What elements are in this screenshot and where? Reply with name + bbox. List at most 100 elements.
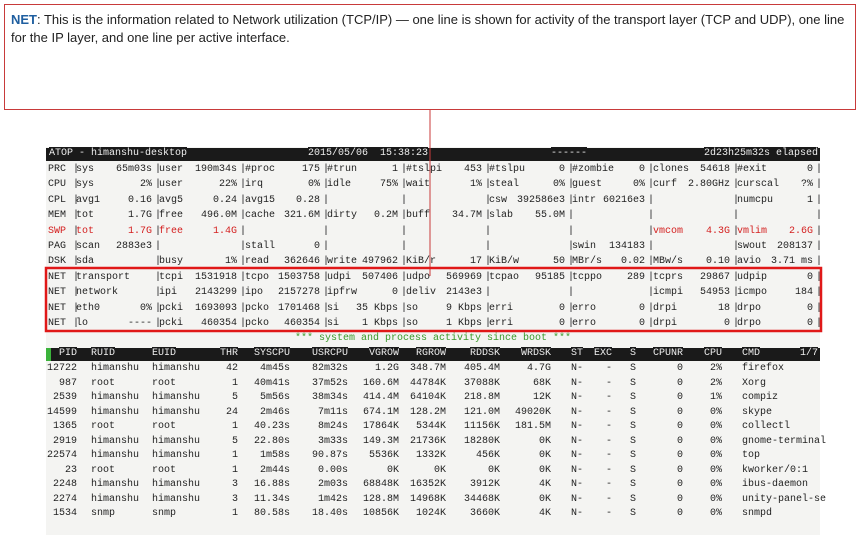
proc-cell: 37m52s [311, 377, 348, 389]
cell-value: 0 [638, 302, 645, 314]
proc-cell: 121.0M [463, 406, 500, 418]
proc-cell: N- [571, 464, 584, 476]
proc-cell: 4.7G [526, 363, 551, 374]
cell-key: numcpu [737, 194, 774, 206]
sep: | [733, 210, 740, 222]
sep: | [240, 225, 247, 237]
row-label: NET [48, 302, 67, 314]
sep: | [733, 225, 740, 237]
cell-value: 0 [391, 287, 398, 299]
proc-cell: 14599 [46, 406, 77, 418]
proc-cell: - [605, 493, 612, 505]
sep: | [323, 241, 330, 252]
cell-value: 0 [638, 318, 645, 329]
cell-key: #zombie [572, 164, 615, 175]
cell-value: 65m03s [115, 164, 152, 175]
cell-value: 0.16 [127, 194, 152, 206]
proc-cell: 3660K [469, 508, 500, 519]
proc-cell: 3 [231, 493, 238, 505]
proc-cell: 0K [538, 493, 551, 505]
proc-cell: 37088K [463, 377, 500, 389]
cell-key: ipfrw [327, 287, 358, 299]
proc-cell: 0 [676, 479, 683, 490]
column-header: S [630, 347, 637, 361]
proc-cell: N- [571, 406, 584, 418]
proc-cell: 18280K [463, 435, 500, 447]
cell-value: 60216e3 [602, 194, 645, 206]
cell-key: wait [406, 179, 431, 191]
row-label: SWP [48, 225, 67, 237]
cell-key: tot [76, 210, 95, 222]
proc-cell: 24 [225, 406, 238, 418]
proc-cell: 3 [231, 479, 238, 490]
proc-cell: 44784K [409, 377, 446, 389]
proc-cell: 1534 [52, 508, 77, 519]
cell-value: 0 [806, 318, 813, 329]
cell-value: 1531918 [194, 271, 237, 283]
sep: | [568, 225, 575, 237]
proc-cell: 14968K [409, 493, 446, 505]
proc-cell: S [630, 421, 637, 432]
sep: | [816, 256, 823, 268]
proc-cell: 22.80s [253, 435, 290, 447]
cell-key: udpo [406, 271, 431, 283]
proc-cell: - [605, 435, 612, 447]
cell-key: swin [572, 241, 597, 252]
cell-key: write [327, 256, 358, 268]
proc-cell: 405.4M [463, 363, 500, 374]
proc-cell: skype [742, 406, 773, 418]
cell-value: 1 Kbps [445, 318, 482, 329]
sep: | [816, 179, 823, 191]
proc-cell: himanshu [91, 392, 140, 403]
cell-key: steal [489, 179, 520, 191]
sep: | [73, 210, 80, 222]
cell-value: 1693093 [194, 302, 237, 314]
proc-cell: S [630, 450, 637, 461]
column-header: PID [58, 347, 77, 361]
proc-cell: 348.7M [409, 363, 446, 374]
proc-cell: 1365 [52, 421, 77, 432]
cell-key: vmlim [737, 225, 768, 237]
proc-cell: N- [571, 450, 584, 461]
sep: | [155, 164, 162, 175]
cell-key: guest [572, 179, 603, 191]
sep: | [240, 210, 247, 222]
cell-value: 4.3G [705, 225, 730, 237]
proc-cell: 42 [225, 363, 238, 374]
proc-cell: 3m33s [317, 435, 348, 447]
proc-cell: 0% [709, 450, 722, 461]
cell-key: buff [406, 210, 431, 222]
cell-key: clones [653, 164, 690, 175]
callout-term: NET [11, 12, 37, 27]
proc-cell: firefox [742, 363, 785, 374]
cell-value: 54618 [699, 164, 730, 175]
proc-cell: S [630, 392, 637, 403]
row-label: PAG [48, 241, 67, 252]
sep: | [323, 225, 330, 237]
sep: | [240, 241, 247, 252]
row-label: MEM [48, 210, 67, 222]
cell-value: 0.2M [373, 210, 398, 222]
column-header: CPU [703, 347, 722, 361]
sep: | [323, 256, 330, 268]
proc-cell: - [605, 508, 612, 519]
cell-key: KiB/r [406, 256, 437, 268]
proc-cell: 68848K [362, 479, 399, 490]
elapsed: 2d23h25m32s elapsed [703, 147, 818, 161]
proc-cell: 12722 [46, 363, 77, 374]
sep: | [733, 164, 740, 175]
proc-cell: himanshu [152, 479, 201, 490]
cell-value: 190m34s [194, 164, 237, 175]
proc-cell: 0 [676, 377, 683, 389]
cell-key: tcppo [572, 271, 603, 283]
column-header: RUID [91, 347, 116, 361]
sep: | [568, 210, 575, 222]
sep: | [401, 179, 408, 191]
cell-value: 1701468 [277, 302, 320, 314]
cell-value: 34.7M [451, 210, 482, 222]
proc-cell: 181.5M [514, 421, 551, 432]
cell-key: si [327, 302, 340, 314]
proc-cell: N- [571, 363, 584, 374]
sep: | [401, 210, 408, 222]
cell-key: sys [76, 164, 95, 175]
